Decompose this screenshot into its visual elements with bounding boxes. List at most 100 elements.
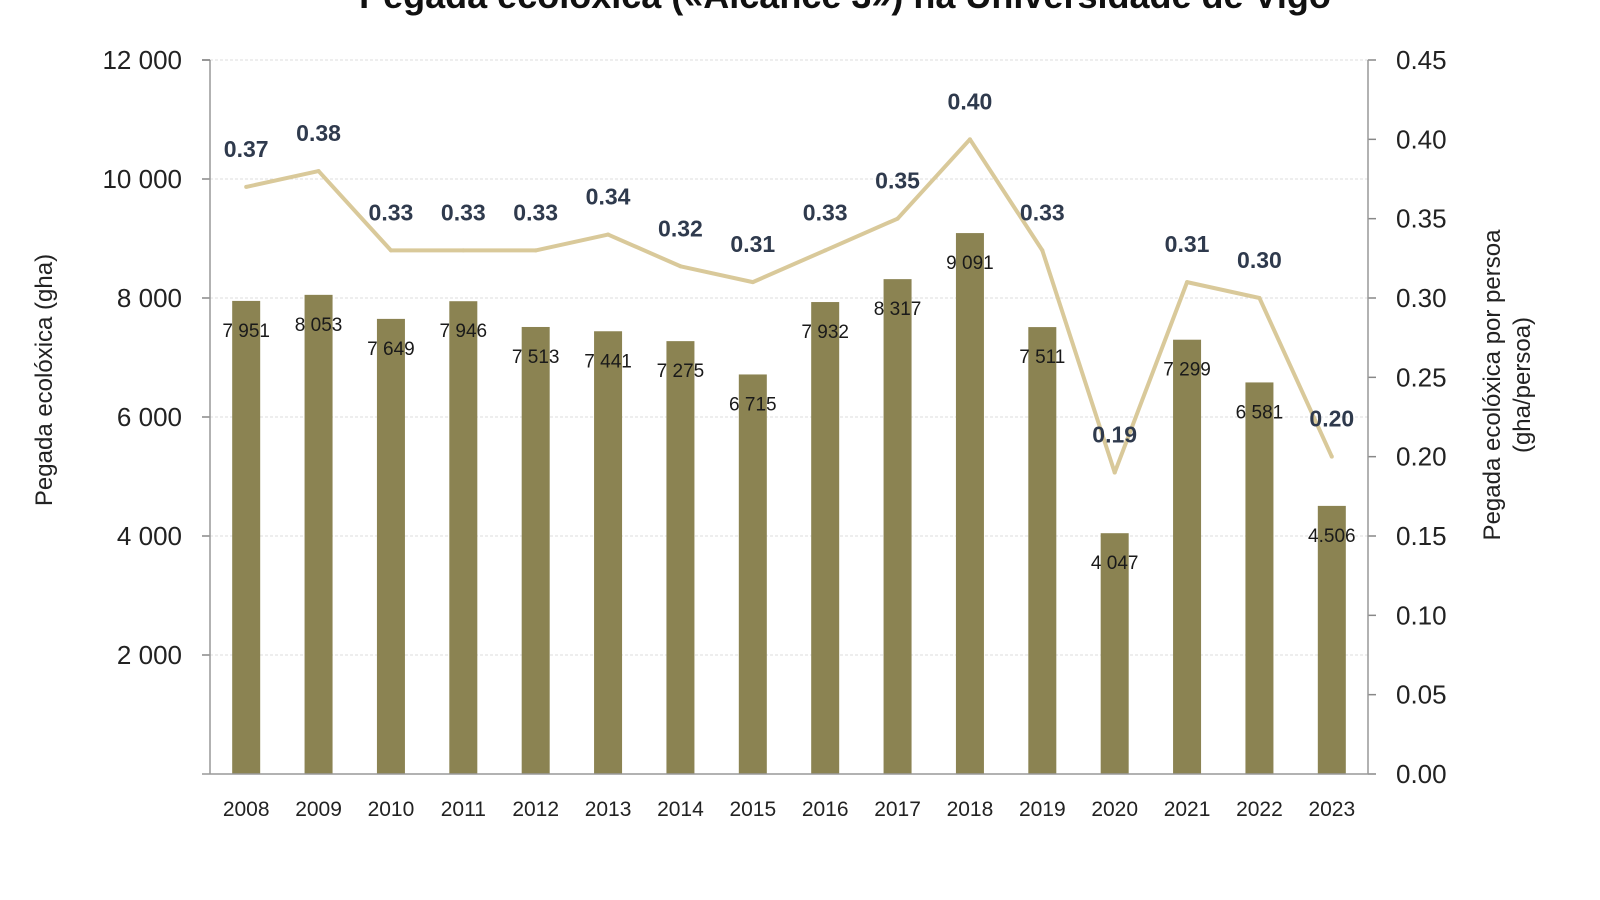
bar-2019 — [1028, 327, 1057, 774]
line-data-label: 0.33 — [1020, 199, 1065, 225]
line-point-2014 — [678, 264, 683, 269]
line-point-2021 — [1185, 280, 1190, 285]
x-tick-label: 2012 — [512, 798, 559, 821]
y-axis-title-right-line2: (gha/persoa) — [1509, 317, 1536, 453]
y-tick-label-right: 0.25 — [1396, 362, 1447, 392]
bar-data-label: 7 951 — [222, 321, 270, 342]
axes: 2 000 4 000 6 000 8 000 10 000 12 000 0.00 0.05… — [102, 45, 1446, 821]
line-point-2013 — [606, 232, 611, 237]
x-tick-label: 2009 — [295, 798, 342, 821]
x-tick-label: 2016 — [802, 798, 849, 821]
line-point-2011 — [461, 248, 466, 253]
bar-2021 — [1173, 339, 1202, 774]
line-point-2020 — [1112, 470, 1117, 475]
line-data-label: 0.30 — [1237, 247, 1282, 273]
line-point-2018 — [967, 137, 972, 142]
bar-2011 — [449, 301, 478, 774]
line-point-2015 — [750, 280, 755, 285]
y-tick-label-right: 0.35 — [1396, 204, 1447, 234]
line-data-label: 0.40 — [948, 88, 993, 114]
line-data-label: 0.19 — [1092, 422, 1137, 448]
bar-data-label: 9 091 — [946, 253, 994, 274]
bar-2016 — [811, 302, 840, 774]
bar-2014 — [666, 341, 695, 774]
bar-2013 — [594, 331, 623, 774]
line-data-label: 0.37 — [224, 136, 269, 162]
y-tick-label-right: 0.15 — [1396, 521, 1447, 551]
y-tick-label-right: 0.20 — [1396, 442, 1447, 472]
y-tick-label-right: 0.00 — [1396, 759, 1447, 789]
y-tick-label-left: 4 000 — [117, 521, 182, 551]
y-tick-label-left: 6 000 — [117, 402, 182, 432]
bar-data-label: 7 946 — [440, 321, 488, 342]
line-series — [244, 137, 1334, 475]
y-tick-label-left: 8 000 — [117, 283, 182, 313]
bar-2015 — [738, 374, 767, 774]
x-tick-label: 2020 — [1091, 798, 1138, 821]
line-data-label: 0.31 — [1165, 231, 1210, 257]
line-data-label: 0.33 — [441, 199, 486, 225]
y-tick-label-left: 10 000 — [102, 164, 182, 194]
bar-series — [232, 233, 1346, 774]
bar-data-label: 7 275 — [657, 361, 705, 382]
bar-2012 — [521, 326, 550, 774]
line-data-label: 0.31 — [730, 231, 775, 257]
y-tick-label-left: 2 000 — [117, 640, 182, 670]
line-point-2009 — [316, 169, 321, 174]
y-tick-label-right: 0.40 — [1396, 124, 1447, 154]
line-point-2010 — [388, 248, 393, 253]
y-axis-title-left: Pegada ecolóxica (gha) — [31, 254, 58, 506]
bar-2023 — [1317, 505, 1346, 774]
line-data-label: 0.33 — [369, 199, 414, 225]
bar-2022 — [1245, 382, 1274, 774]
line-point-2023 — [1329, 454, 1334, 459]
bar-data-label: 6 715 — [729, 394, 777, 415]
bar-data-label: 8 053 — [295, 315, 343, 336]
line-point-2012 — [533, 248, 538, 253]
data-labels: 7 951 8 053 7 649 7 946 7 513 7 441 7 275 6 715… — [222, 88, 1355, 574]
line-data-label: 0.32 — [658, 215, 703, 241]
line-point-2019 — [1040, 248, 1045, 253]
line-data-label: 0.35 — [875, 168, 920, 194]
bar-data-label: 7 513 — [512, 347, 560, 368]
x-tick-label: 2018 — [947, 798, 994, 821]
line-data-label: 0.34 — [586, 184, 631, 210]
x-tick-label: 2014 — [657, 798, 704, 821]
line-point-2008 — [244, 184, 249, 189]
bar-data-label: 4 047 — [1091, 553, 1139, 574]
x-tick-label: 2019 — [1019, 798, 1066, 821]
x-tick-label: 2010 — [368, 798, 415, 821]
y-axis-title-right-line1: Pegada ecolóxica por persoa — [1479, 229, 1506, 541]
bar-data-label: 4.506 — [1308, 526, 1356, 547]
bar-data-label: 6 581 — [1236, 402, 1284, 423]
line-point-2022 — [1257, 296, 1262, 300]
bar-data-label: 8 317 — [874, 299, 922, 320]
line-data-label: 0.33 — [513, 199, 558, 225]
bar-2020 — [1100, 533, 1129, 774]
y-tick-label-right: 0.45 — [1396, 45, 1447, 75]
bar-2009 — [304, 294, 333, 774]
line-point-2016 — [823, 248, 828, 253]
y-tick-label-right: 0.10 — [1396, 600, 1447, 630]
y-tick-label-left: 12 000 — [102, 45, 182, 75]
x-tick-label: 2011 — [441, 798, 486, 821]
x-tick-label: 2008 — [223, 798, 270, 821]
chart-title: Pegada ecolóxica («Alcance 3») na Univer… — [359, 0, 1331, 16]
x-tick-label: 2021 — [1164, 798, 1211, 821]
bar-data-label: 7 649 — [367, 339, 415, 360]
bar-data-label: 7 299 — [1163, 360, 1211, 381]
line-path — [245, 137, 1334, 475]
x-tick-label: 2015 — [729, 798, 776, 821]
bar-2008 — [232, 300, 261, 774]
line-data-label: 0.38 — [296, 120, 341, 146]
y-tick-label-right: 0.30 — [1396, 283, 1447, 313]
bar-2010 — [376, 318, 405, 774]
bar-2018 — [955, 233, 984, 774]
y-tick-label-right: 0.05 — [1396, 680, 1447, 710]
bar-data-label: 7 441 — [584, 351, 632, 372]
line-data-label: 0.33 — [803, 199, 848, 225]
line-point-2017 — [895, 216, 900, 221]
x-tick-label: 2013 — [585, 798, 632, 821]
bar-data-label: 7 932 — [801, 322, 849, 343]
